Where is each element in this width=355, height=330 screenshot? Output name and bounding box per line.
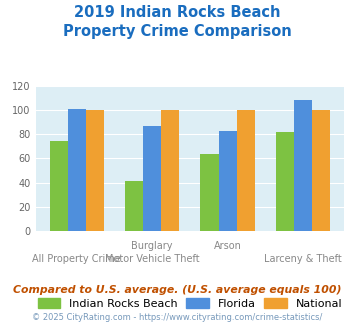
- Bar: [68, 109, 86, 231]
- Bar: [219, 131, 237, 231]
- Bar: [276, 132, 294, 231]
- Bar: [294, 100, 312, 231]
- Bar: [86, 110, 104, 231]
- Bar: [312, 110, 330, 231]
- Text: Arson: Arson: [214, 241, 242, 251]
- Bar: [50, 142, 68, 231]
- Text: 2019 Indian Rocks Beach
Property Crime Comparison: 2019 Indian Rocks Beach Property Crime C…: [63, 5, 292, 39]
- Bar: [237, 110, 255, 231]
- Bar: [125, 182, 143, 231]
- Text: All Property Crime: All Property Crime: [32, 254, 121, 264]
- Text: Burglary: Burglary: [131, 241, 173, 251]
- Legend: Indian Rocks Beach, Florida, National: Indian Rocks Beach, Florida, National: [38, 298, 342, 309]
- Text: Compared to U.S. average. (U.S. average equals 100): Compared to U.S. average. (U.S. average …: [13, 285, 342, 295]
- Bar: [201, 153, 219, 231]
- Text: Larceny & Theft: Larceny & Theft: [264, 254, 342, 264]
- Text: Motor Vehicle Theft: Motor Vehicle Theft: [105, 254, 200, 264]
- Bar: [143, 126, 161, 231]
- Bar: [161, 110, 179, 231]
- Text: © 2025 CityRating.com - https://www.cityrating.com/crime-statistics/: © 2025 CityRating.com - https://www.city…: [32, 313, 323, 322]
